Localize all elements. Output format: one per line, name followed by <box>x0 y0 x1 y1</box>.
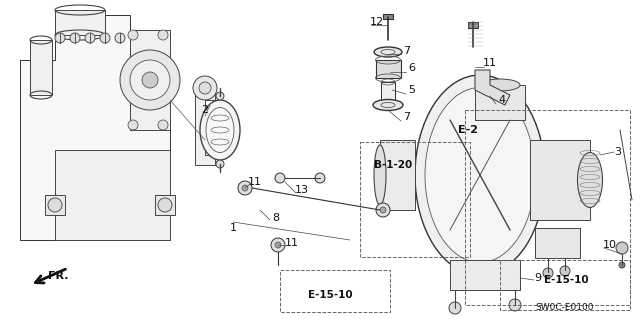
Text: E-15-10: E-15-10 <box>308 290 352 300</box>
Text: E-2: E-2 <box>458 125 478 135</box>
Bar <box>530 140 590 220</box>
Polygon shape <box>450 260 520 290</box>
Text: FR.: FR. <box>48 271 68 281</box>
Text: 10: 10 <box>603 240 617 250</box>
Ellipse shape <box>425 87 535 263</box>
Circle shape <box>619 262 625 268</box>
Bar <box>155 195 175 215</box>
Bar <box>465 110 630 305</box>
Ellipse shape <box>374 145 386 205</box>
Circle shape <box>242 185 248 191</box>
Bar <box>468 22 478 28</box>
Circle shape <box>128 120 138 130</box>
Circle shape <box>216 92 224 100</box>
Ellipse shape <box>374 47 402 57</box>
Circle shape <box>376 203 390 217</box>
Circle shape <box>120 50 180 110</box>
Circle shape <box>275 242 281 248</box>
Circle shape <box>158 120 168 130</box>
Bar <box>380 140 415 210</box>
Bar <box>535 228 580 258</box>
Ellipse shape <box>206 108 234 152</box>
Circle shape <box>380 207 386 213</box>
Circle shape <box>130 60 170 100</box>
Text: 2: 2 <box>202 105 209 115</box>
Text: 1: 1 <box>230 223 237 233</box>
Bar <box>55 10 105 35</box>
Ellipse shape <box>373 100 403 110</box>
Text: 11: 11 <box>285 238 299 248</box>
Text: 11: 11 <box>248 177 262 187</box>
Text: 5: 5 <box>408 85 415 95</box>
Circle shape <box>158 30 168 40</box>
Bar <box>381 82 395 100</box>
Bar <box>500 260 630 310</box>
Bar <box>360 142 470 257</box>
Circle shape <box>142 72 158 88</box>
Text: 4: 4 <box>499 95 506 105</box>
Polygon shape <box>475 70 510 105</box>
Bar <box>55 150 170 240</box>
Circle shape <box>216 160 224 168</box>
Circle shape <box>158 198 172 212</box>
Ellipse shape <box>577 152 602 207</box>
Circle shape <box>275 173 285 183</box>
Text: E-15-10: E-15-10 <box>544 275 588 285</box>
Circle shape <box>271 238 285 252</box>
Text: 11: 11 <box>483 58 497 68</box>
Text: SW0C-E0100: SW0C-E0100 <box>536 302 595 311</box>
Bar <box>30 40 52 95</box>
Polygon shape <box>195 90 215 165</box>
Circle shape <box>543 268 553 278</box>
Bar <box>45 195 65 215</box>
Circle shape <box>616 242 628 254</box>
Bar <box>280 270 390 312</box>
Circle shape <box>48 198 62 212</box>
Text: 7: 7 <box>403 46 411 56</box>
Bar <box>383 14 393 19</box>
Circle shape <box>509 299 521 311</box>
Circle shape <box>238 181 252 195</box>
Text: 12: 12 <box>370 17 384 27</box>
Circle shape <box>70 33 80 43</box>
Text: 7: 7 <box>403 112 411 122</box>
Text: 3: 3 <box>614 147 621 157</box>
Circle shape <box>55 33 65 43</box>
Text: 8: 8 <box>273 213 280 223</box>
Bar <box>130 30 170 130</box>
Circle shape <box>199 82 211 94</box>
Bar <box>475 85 525 120</box>
Circle shape <box>85 33 95 43</box>
Circle shape <box>128 30 138 40</box>
Bar <box>376 60 401 78</box>
Ellipse shape <box>200 100 240 160</box>
Polygon shape <box>20 15 170 240</box>
Text: 6: 6 <box>408 63 415 73</box>
Circle shape <box>560 266 570 276</box>
Circle shape <box>100 33 110 43</box>
Text: 13: 13 <box>295 185 309 195</box>
Circle shape <box>193 76 217 100</box>
Circle shape <box>449 302 461 314</box>
Circle shape <box>115 33 125 43</box>
Text: B-1-20: B-1-20 <box>374 160 412 170</box>
Text: 9: 9 <box>534 273 541 283</box>
Ellipse shape <box>480 79 520 91</box>
Ellipse shape <box>415 75 545 275</box>
Circle shape <box>315 173 325 183</box>
